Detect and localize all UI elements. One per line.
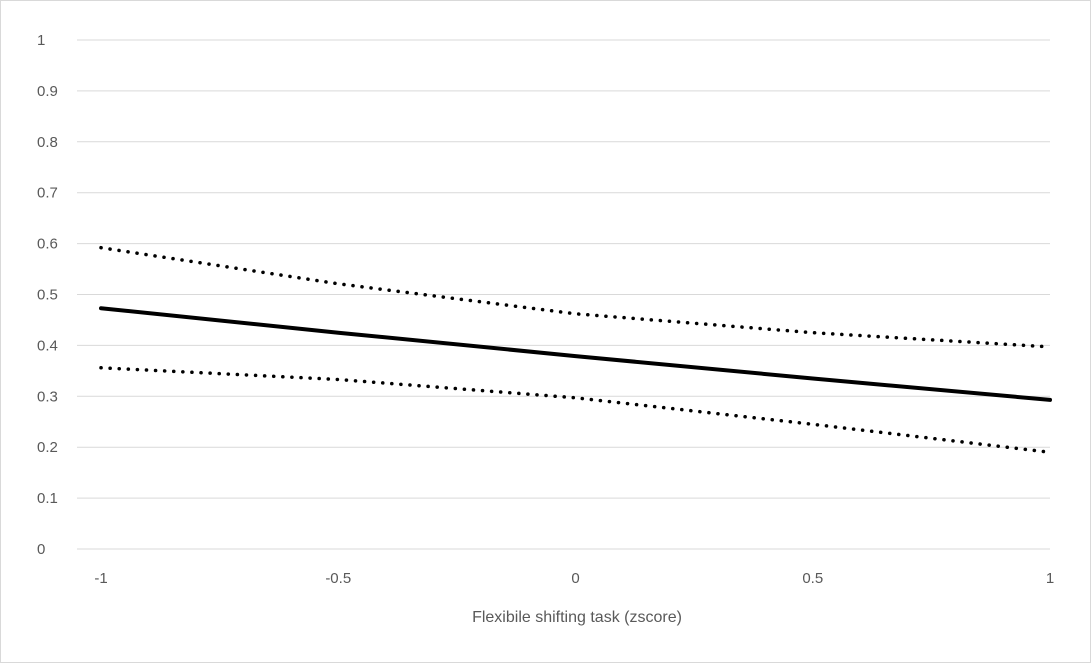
solid-series-line-0	[99, 306, 1052, 402]
x-tick-label: -0.5	[325, 570, 351, 587]
gridlines	[77, 39, 1050, 550]
x-tick-label: 1	[1046, 570, 1054, 587]
y-tick-label: 0.5	[37, 287, 58, 304]
y-tick-label: 1	[37, 32, 45, 49]
y-axis-tick-labels: 0 0.1 0.2 0.3 0.4 0.5 0.6 0.7 0.8 0.9 1	[37, 32, 58, 558]
y-tick-label: 0.3	[37, 388, 58, 405]
y-tick-label: 0	[37, 541, 45, 558]
series-lines	[99, 245, 1052, 455]
dotted-series-line-1	[99, 245, 1052, 349]
y-tick-label: 0.7	[37, 185, 58, 202]
x-tick-label: -1	[94, 570, 107, 587]
dotted-series-line-2	[99, 366, 1052, 455]
x-axis-tick-labels: -1 -0.5 0 0.5 1	[94, 570, 1054, 587]
y-tick-label: 0.4	[37, 337, 58, 354]
y-tick-label: 0.8	[37, 134, 58, 151]
y-tick-label: 0.2	[37, 439, 58, 456]
x-tick-label: 0	[571, 570, 579, 587]
y-tick-label: 0.1	[37, 490, 58, 507]
x-tick-label: 0.5	[802, 570, 823, 587]
x-axis-title: Flexibile shifting task (zscore)	[472, 609, 682, 626]
y-tick-label: 0.6	[37, 236, 58, 253]
y-tick-label: 0.9	[37, 83, 58, 100]
